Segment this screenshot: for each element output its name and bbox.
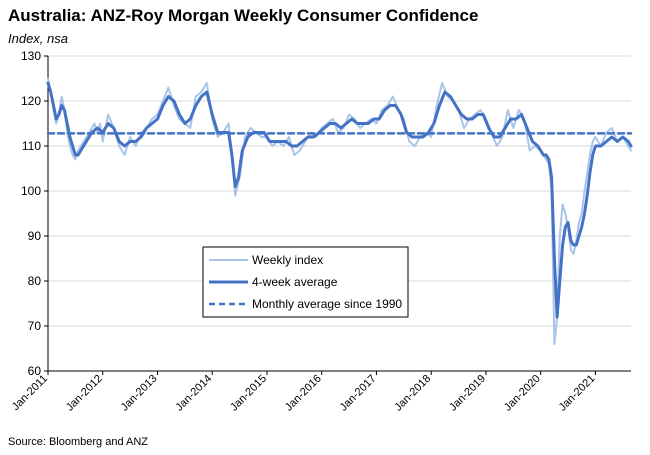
legend: Weekly index 4-week average Monthly averag… (202, 246, 409, 318)
x-tick-label: Jan-2019 (447, 373, 488, 414)
source-note: Source: Bloomberg and ANZ (8, 436, 149, 448)
series-line-2 (46, 81, 633, 319)
y-tick-label: 70 (28, 319, 42, 333)
y-tick-label: 90 (28, 229, 42, 243)
y-tick-label: 80 (28, 274, 42, 288)
chart-subtitle: Index, nsa (8, 31, 68, 46)
x-tick-label: Jan-2020 (502, 373, 543, 414)
x-tick-label: Jan-2014 (173, 373, 214, 414)
x-tick-label: Jan-2021 (557, 373, 598, 414)
y-tick-label: 60 (28, 364, 42, 378)
y-tick-label: 120 (21, 94, 41, 108)
grid-layer (48, 55, 631, 327)
y-tick-label: 100 (21, 184, 41, 198)
x-tick-label: Jan-2017 (338, 373, 379, 414)
y-tick-label: 130 (21, 49, 41, 63)
series-layer (46, 77, 633, 345)
x-tick-label: Jan-2018 (392, 373, 433, 414)
legend-label: Weekly index (252, 253, 323, 267)
axis-layer: 60 70 80 90 100 110 120 130 Jan-2011 Jan-2012 Jan-… (10, 49, 631, 414)
x-tick-label: Jan-2015 (228, 373, 269, 414)
chart-title: Australia: ANZ-Roy Morgan Weekly Consume… (8, 6, 479, 25)
x-tick-label: Jan-2013 (119, 373, 160, 414)
legend-label: Monthly average since 1990 (252, 297, 402, 311)
y-tick-label: 110 (22, 139, 41, 153)
legend-label: 4-week average (252, 275, 338, 289)
x-tick-label: Jan-2016 (283, 373, 324, 414)
x-tick-label: Jan-2012 (64, 373, 105, 414)
x-tick-label: Jan-2011 (10, 373, 50, 413)
